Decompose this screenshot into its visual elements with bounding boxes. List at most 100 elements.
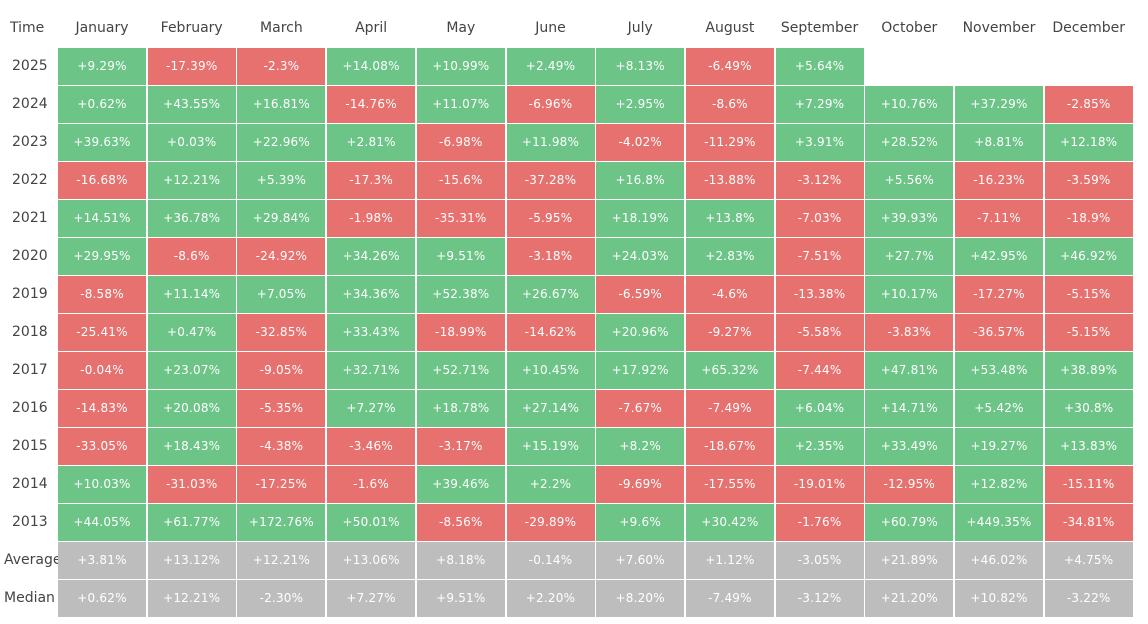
summary-cell: +13.12% xyxy=(147,542,236,579)
return-cell: +44.05% xyxy=(58,504,146,541)
return-cell: -9.05% xyxy=(237,352,326,389)
column-header: May xyxy=(446,20,476,36)
return-cell: +29.95% xyxy=(58,238,146,275)
year-row-label: 2016 xyxy=(12,400,48,417)
return-cell: +5.64% xyxy=(775,48,864,85)
return-cell: -29.89% xyxy=(506,504,595,541)
return-cell: +0.03% xyxy=(147,124,236,161)
return-cell: +12.82% xyxy=(955,466,1043,503)
return-cell: +22.96% xyxy=(237,124,326,161)
return-cell: +2.95% xyxy=(596,86,685,123)
column-header: July xyxy=(627,20,653,36)
return-cell: +65.32% xyxy=(685,352,774,389)
return-cell: +14.71% xyxy=(865,390,954,427)
return-cell: +16.8% xyxy=(596,162,685,199)
return-cell: +36.78% xyxy=(147,200,236,237)
return-cell: -7.11% xyxy=(955,200,1043,237)
return-cell: -36.57% xyxy=(955,314,1043,351)
return-cell: -3.18% xyxy=(506,238,595,275)
return-cell: -8.6% xyxy=(685,86,774,123)
summary-cell: +4.75% xyxy=(1044,542,1133,579)
return-cell: +43.55% xyxy=(147,86,236,123)
return-cell: +449.35% xyxy=(955,504,1043,541)
return-cell: -2.3% xyxy=(237,48,326,85)
return-cell: +27.7% xyxy=(865,238,954,275)
return-cell: -7.49% xyxy=(685,390,774,427)
summary-cell: +46.02% xyxy=(955,542,1043,579)
return-cell: -14.83% xyxy=(58,390,146,427)
summary-cell: +9.51% xyxy=(416,580,505,617)
return-cell: +61.77% xyxy=(147,504,236,541)
return-cell: -5.15% xyxy=(1044,314,1133,351)
return-cell: +10.99% xyxy=(416,48,505,85)
return-cell: +8.81% xyxy=(955,124,1043,161)
year-row-label: 2020 xyxy=(12,248,48,265)
return-cell: -9.27% xyxy=(685,314,774,351)
return-cell: +7.05% xyxy=(237,276,326,313)
return-cell: +18.78% xyxy=(416,390,505,427)
return-cell: +10.45% xyxy=(506,352,595,389)
summary-cell: +13.06% xyxy=(327,542,416,579)
return-cell: +34.36% xyxy=(327,276,416,313)
return-cell: +11.98% xyxy=(506,124,595,161)
return-cell: -6.96% xyxy=(506,86,595,123)
summary-cell: +1.12% xyxy=(685,542,774,579)
return-cell: -17.25% xyxy=(237,466,326,503)
return-cell: -5.15% xyxy=(1044,276,1133,313)
return-cell: -13.88% xyxy=(685,162,774,199)
summary-cell: +7.60% xyxy=(596,542,685,579)
return-cell: -14.62% xyxy=(506,314,595,351)
return-cell: -3.83% xyxy=(865,314,954,351)
return-cell: +9.29% xyxy=(58,48,146,85)
year-row-label: 2017 xyxy=(12,362,48,379)
return-cell: -19.01% xyxy=(775,466,864,503)
summary-cell: +21.89% xyxy=(865,542,954,579)
return-cell: +12.21% xyxy=(147,162,236,199)
return-cell: +5.42% xyxy=(955,390,1043,427)
return-cell: -34.81% xyxy=(1044,504,1133,541)
summary-row-label: Median xyxy=(4,590,55,607)
return-cell: -17.27% xyxy=(955,276,1043,313)
return-cell: -17.39% xyxy=(147,48,236,85)
return-cell: +23.07% xyxy=(147,352,236,389)
summary-cell: +12.21% xyxy=(237,542,326,579)
year-row-label: 2021 xyxy=(12,210,48,227)
return-cell: +2.81% xyxy=(327,124,416,161)
return-cell: +30.42% xyxy=(685,504,774,541)
year-row-label: 2015 xyxy=(12,438,48,455)
return-cell: -7.51% xyxy=(775,238,864,275)
return-cell: +5.39% xyxy=(237,162,326,199)
return-cell: -6.98% xyxy=(416,124,505,161)
return-cell: -32.85% xyxy=(237,314,326,351)
return-cell: -8.56% xyxy=(416,504,505,541)
return-cell: +29.84% xyxy=(237,200,326,237)
return-cell: -37.28% xyxy=(506,162,595,199)
column-header: June xyxy=(535,20,566,36)
return-cell: +42.95% xyxy=(955,238,1043,275)
return-cell: -18.67% xyxy=(685,428,774,465)
return-cell: +60.79% xyxy=(865,504,954,541)
return-cell: +2.35% xyxy=(775,428,864,465)
return-cell: +2.83% xyxy=(685,238,774,275)
return-cell: -24.92% xyxy=(237,238,326,275)
return-cell: -12.95% xyxy=(865,466,954,503)
return-cell: +14.51% xyxy=(58,200,146,237)
return-cell: -13.38% xyxy=(775,276,864,313)
return-cell: -18.99% xyxy=(416,314,505,351)
return-cell: +3.91% xyxy=(775,124,864,161)
return-cell: +37.29% xyxy=(955,86,1043,123)
return-cell: -25.41% xyxy=(58,314,146,351)
return-cell: -1.76% xyxy=(775,504,864,541)
summary-cell: +2.20% xyxy=(506,580,595,617)
corner-label-time: Time xyxy=(10,20,45,36)
return-cell: -3.46% xyxy=(327,428,416,465)
year-row-label: 2024 xyxy=(12,96,48,113)
summary-row-label: Average xyxy=(4,552,62,569)
return-cell: +10.03% xyxy=(58,466,146,503)
return-cell: +0.47% xyxy=(147,314,236,351)
return-cell: +0.62% xyxy=(58,86,146,123)
column-header: January xyxy=(75,20,129,36)
return-cell: +6.04% xyxy=(775,390,864,427)
return-cell: -4.38% xyxy=(237,428,326,465)
